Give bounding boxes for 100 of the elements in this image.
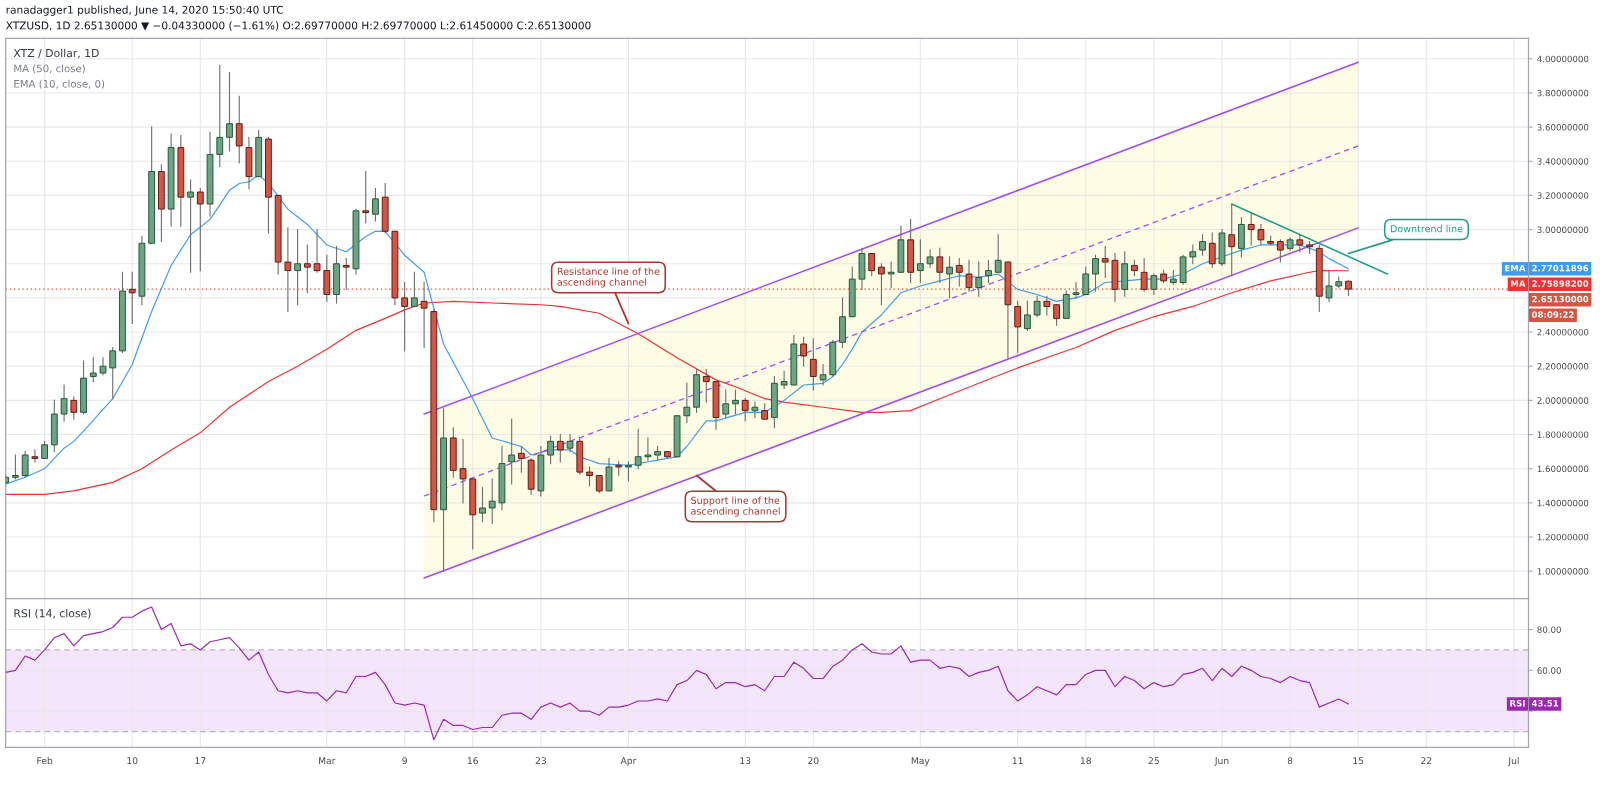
candlestick (1092, 254, 1099, 292)
candlestick (99, 357, 107, 376)
candlestick (235, 95, 243, 164)
candlestick (1238, 217, 1245, 258)
text: 43.51 (1531, 699, 1559, 707)
candlestick (479, 486, 486, 523)
candlestick (1276, 239, 1284, 263)
y-tick-label: 1.20000000 (1537, 533, 1589, 541)
candlestick (518, 445, 525, 473)
candlestick (1043, 295, 1051, 316)
text: 08:09:22 (1531, 311, 1574, 318)
x-tick-label: 11 (1012, 757, 1023, 764)
candlestick (1189, 244, 1197, 265)
candlestick (362, 170, 370, 224)
candlestick (800, 336, 807, 367)
ref-line-label: 2.65130000 (1532, 295, 1589, 303)
y-tick-label: 2.20000000 (1537, 363, 1589, 370)
candlestick (644, 437, 652, 461)
candlestick (1033, 295, 1041, 318)
y-tick-label: 1.00000000 (1537, 568, 1589, 575)
candlestick (722, 389, 730, 419)
annotation: MA (50, close) (14, 64, 85, 74)
annotation: EMA (10, close, 0) (14, 79, 105, 89)
candlestick (508, 418, 516, 485)
x-tick-label: 25 (1148, 757, 1159, 765)
x-tick-label: 10 (127, 757, 138, 765)
annotation: MA (1511, 280, 1526, 287)
x-tick-label: 13 (740, 757, 751, 765)
y-tick-label: 3.20000000 (1537, 192, 1589, 199)
candlestick (868, 252, 876, 277)
candlestick (21, 451, 29, 478)
candlestick (985, 259, 992, 284)
x-tick-label: 22 (1421, 757, 1432, 764)
candlestick (955, 258, 963, 287)
candlestick (556, 433, 564, 463)
candlestick (605, 457, 613, 492)
candlestick (1072, 281, 1080, 299)
candlestick (975, 261, 983, 297)
candlestick (1023, 300, 1031, 331)
candlestick (1014, 300, 1022, 354)
annotation: RSI (1510, 699, 1525, 707)
candlestick (547, 435, 555, 465)
text: ranadagger1 published, June 14, 2020 15:50:40 UTC (6, 5, 284, 16)
candlestick (488, 478, 496, 524)
candlestick (946, 256, 953, 299)
y-tick-label: 2.40000000 (1537, 328, 1589, 336)
candlestick (313, 229, 321, 273)
line-series (5, 606, 1350, 741)
candlestick (1101, 246, 1109, 278)
x-tick-label: Jul (1507, 757, 1519, 766)
candlestick (196, 188, 204, 272)
candlestick (819, 363, 827, 386)
candlestick (226, 71, 233, 152)
candlestick (741, 398, 749, 422)
x-tick-label: 18 (1080, 757, 1091, 765)
x-tick-label: 16 (467, 757, 479, 765)
x-tick-label: Mar (319, 757, 336, 765)
candlestick (887, 261, 895, 289)
line-series (5, 269, 1350, 495)
text: 2.77011896 (1532, 264, 1589, 272)
candlestick (994, 234, 1002, 273)
y-tick-label: 3.80000000 (1537, 89, 1589, 97)
annotation: Resistance line of the ascending channel (557, 267, 660, 288)
y-tick-label: 2.00000000 (1537, 397, 1589, 404)
x-tick-label: 23 (535, 757, 546, 765)
y-tick-label: 4.00000000 (1537, 55, 1589, 63)
candlestick (216, 65, 224, 167)
annotation: Downtrend line (1390, 224, 1463, 233)
x-tick-label: 8 (1287, 757, 1293, 765)
candlestick (1053, 304, 1060, 326)
candlestick (459, 439, 467, 504)
x-tick-label: 17 (195, 757, 206, 764)
text: XTZ / Dollar, 1D (13, 48, 99, 59)
candlestick (1257, 223, 1265, 246)
y-tick-label: 3.40000000 (1537, 158, 1589, 165)
candlestick (60, 384, 68, 422)
candlestick (566, 433, 574, 453)
line-series (5, 174, 1350, 485)
candlestick (1247, 211, 1255, 246)
annotation: Support line of the ascending channel (691, 496, 780, 517)
candlestick (1199, 234, 1206, 256)
candlestick (31, 449, 39, 463)
annotation: EMA (1505, 264, 1526, 272)
candlestick (1228, 203, 1236, 277)
candlestick (1082, 266, 1090, 296)
candlestick (916, 239, 924, 284)
text: RSI (14, close) (14, 608, 91, 619)
y-tick-label: 1.80000000 (1537, 431, 1589, 438)
candlestick (109, 346, 117, 400)
candlestick (732, 389, 739, 415)
y-tick-label: 60.00 (1537, 667, 1561, 674)
candlestick (372, 188, 379, 222)
candlestick (12, 454, 19, 480)
candlestick (926, 249, 934, 268)
candlestick (936, 247, 944, 284)
x-tick-label: Jun (1214, 757, 1229, 766)
x-tick-label: Feb (37, 757, 53, 765)
x-tick-label: May (911, 757, 930, 766)
candlestick (410, 271, 418, 307)
candlestick (89, 357, 97, 383)
